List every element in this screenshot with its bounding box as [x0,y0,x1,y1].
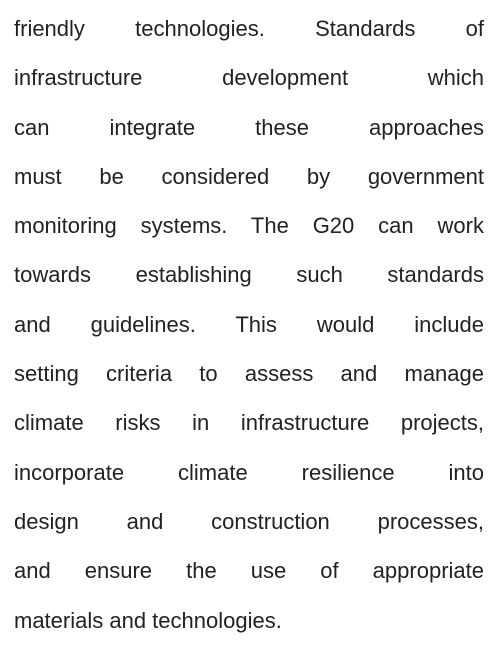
text-line: incorporate climate resilience into [14,459,484,485]
text-line: can integrate these approaches [14,114,484,140]
paragraph: friendly technologies. Standards of infra… [14,4,484,645]
text-line: setting criteria to assess and manage [14,361,484,387]
text-line: towards establishing such standards [14,262,484,288]
text-line: infrastructure development which [14,65,484,91]
text-line: must be considered by government [14,163,484,189]
text-line: and guidelines. This would include [14,311,484,337]
text-line: design and construction processes, [14,508,484,534]
text-line: and ensure the use of appropriate [14,558,484,584]
text-line: materials and technologies. [14,607,282,633]
text-line: friendly technologies. Standards of [14,16,484,41]
text-line: monitoring systems. The G20 can work [14,213,484,239]
text-line: climate risks in infrastructure projects… [14,410,484,436]
